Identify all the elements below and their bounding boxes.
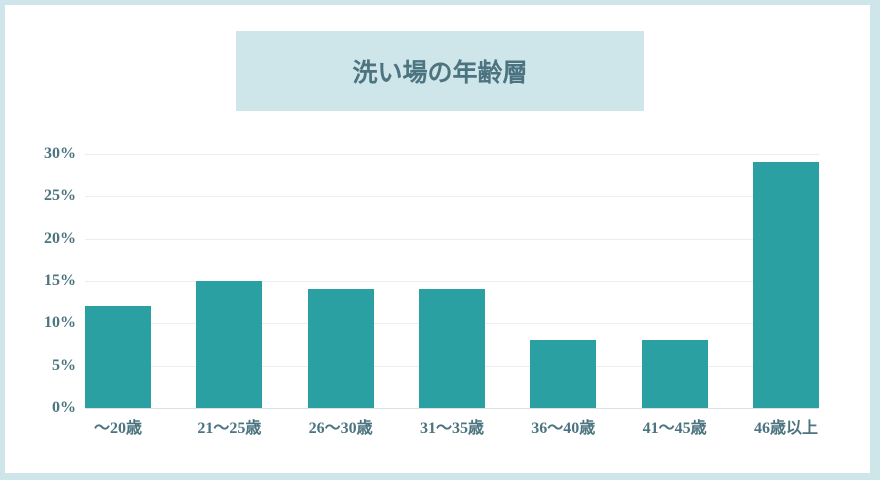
y-axis-label: 5% <box>52 356 76 374</box>
gridline <box>85 154 819 155</box>
bar <box>307 289 374 408</box>
gridline <box>85 238 819 240</box>
y-axis-label: 15% <box>44 272 76 289</box>
chart-title: 洗い場の年齢層 <box>352 59 528 87</box>
y-axis-label: 0% <box>52 399 76 416</box>
y-axis-label: 10% <box>44 314 76 332</box>
x-axis-label-text: 36～40歳 <box>531 420 596 437</box>
bar-series <box>85 154 819 408</box>
y-axis-label: 30% <box>44 145 76 162</box>
x-axis-label: ～20歳 <box>85 414 151 437</box>
x-axis-label-text: 41～45歳 <box>642 420 707 437</box>
x-axis-label-text: 31～35歳 <box>419 420 484 437</box>
gridline <box>85 196 819 198</box>
gridline <box>85 281 819 282</box>
x-axis-label-text: 26～30歳 <box>308 420 373 437</box>
plot-area <box>85 154 819 409</box>
x-axis-label: 36～40歳 <box>530 414 596 437</box>
x-axis-label-text: 46歳以上 <box>753 420 818 437</box>
y-axis: 0% 5% 10% 15% 20% 25% 30% <box>0 145 76 416</box>
x-axis: ～20歳 21～25歳 26～30歳 31～35歳 36～40歳 41～45歳 46歳以上 <box>85 414 819 437</box>
chart-title-box: 洗い場の年齢層 <box>236 31 644 111</box>
x-axis-label-text: 21～25歳 <box>197 420 262 437</box>
bar <box>418 289 485 408</box>
x-axis-label: 21～25歳 <box>196 414 262 437</box>
bar <box>752 162 819 408</box>
x-axis-label: 26～30歳 <box>308 414 374 437</box>
bar <box>196 281 263 408</box>
bar <box>641 340 708 408</box>
x-axis-baseline <box>85 408 819 409</box>
x-axis-label: 31～35歳 <box>419 414 485 437</box>
x-axis-label: 41～45歳 <box>642 414 708 437</box>
bar <box>85 306 151 408</box>
x-axis-label-text: ～20歳 <box>93 420 143 437</box>
bar <box>530 340 597 408</box>
y-axis-label: 25% <box>44 187 76 205</box>
x-axis-label: 46歳以上 <box>753 414 819 437</box>
y-axis-label: 20% <box>44 229 76 247</box>
